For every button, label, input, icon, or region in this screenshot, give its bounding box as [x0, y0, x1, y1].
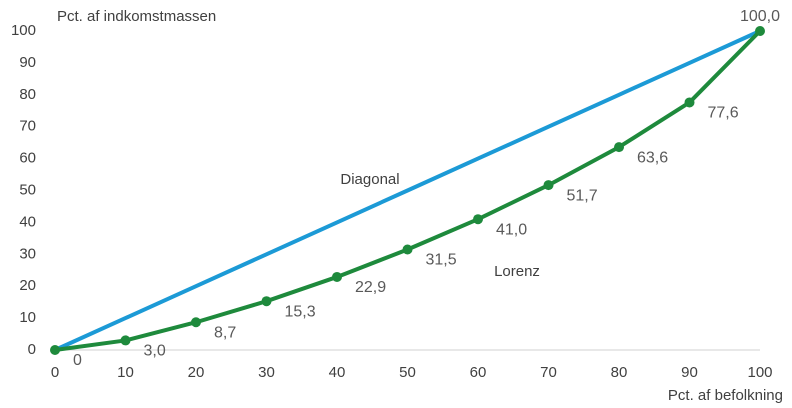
data-point	[332, 271, 342, 282]
series-label: Lorenz	[494, 263, 540, 280]
y-tick-label: 50	[19, 181, 36, 198]
y-axis-label: Pct. af indkomstmassen	[57, 8, 216, 25]
value-label: 8,7	[214, 324, 236, 341]
value-label: 0	[73, 352, 82, 369]
data-point	[473, 214, 483, 225]
x-tick-label: 70	[540, 364, 557, 381]
y-tick-label: 70	[19, 118, 36, 135]
y-tick-label: 40	[19, 213, 36, 230]
data-point	[50, 345, 60, 355]
y-tick-label: 100	[11, 22, 36, 39]
x-tick-label: 40	[329, 364, 346, 381]
value-label: 63,6	[637, 149, 668, 166]
data-point	[261, 296, 272, 307]
y-tick-label: 10	[19, 309, 36, 326]
value-label: 51,7	[567, 187, 598, 204]
y-tick-label: 0	[28, 341, 36, 358]
value-label: 15,3	[285, 303, 316, 320]
x-tick-label: 30	[258, 364, 275, 381]
data-point	[120, 335, 131, 346]
value-label: 77,6	[708, 105, 739, 122]
x-tick-label: 80	[611, 364, 628, 381]
x-tick-label: 90	[681, 364, 698, 381]
data-point	[402, 244, 413, 255]
y-tick-label: 60	[19, 150, 36, 167]
x-tick-label: 20	[188, 364, 205, 381]
y-tick-label: 90	[19, 54, 36, 71]
data-point	[191, 317, 201, 328]
x-tick-label: 100	[747, 364, 772, 381]
data-point	[614, 142, 624, 153]
x-tick-label: 50	[399, 364, 416, 381]
value-label: 3,0	[144, 343, 166, 360]
series-line	[54, 29, 761, 352]
x-axis-label: Pct. af befolkning	[668, 387, 783, 404]
x-tick-label: 0	[51, 364, 59, 381]
series-label: Diagonal	[340, 171, 399, 188]
y-tick-label: 80	[19, 86, 36, 103]
value-label: 41,0	[496, 221, 527, 238]
y-tick-label: 20	[19, 277, 36, 294]
x-tick-label: 10	[117, 364, 134, 381]
y-tick-label: 30	[19, 245, 36, 262]
data-point	[543, 180, 554, 191]
value-label: 31,5	[426, 252, 457, 269]
value-label: 100,0	[740, 8, 780, 25]
data-point	[684, 97, 695, 108]
value-label: 22,9	[355, 279, 386, 296]
x-tick-label: 60	[470, 364, 487, 381]
data-point	[755, 26, 765, 36]
